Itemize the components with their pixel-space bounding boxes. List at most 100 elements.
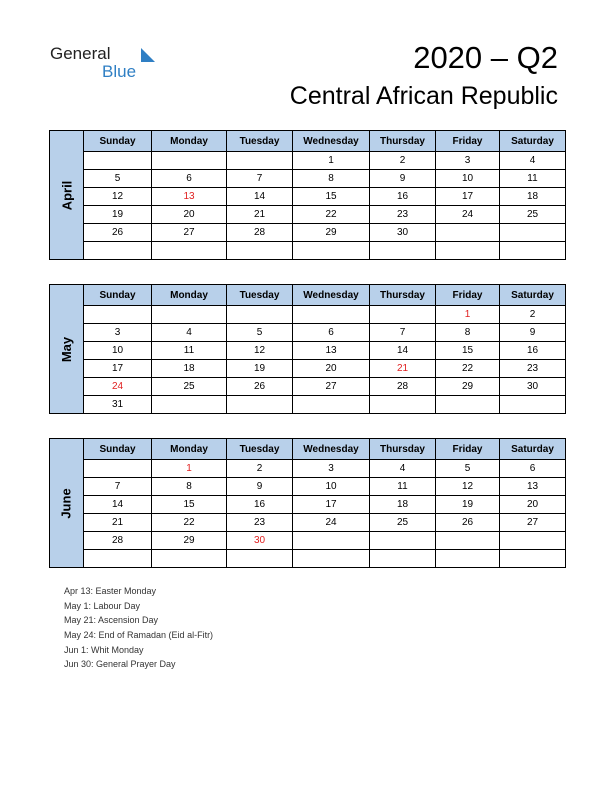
day-cell — [226, 151, 293, 170]
weekday-header: Thursday — [369, 130, 436, 152]
day-cell: 19 — [435, 495, 500, 514]
day-cell — [369, 395, 436, 414]
month-label: May — [58, 336, 74, 362]
day-cell: 4 — [369, 459, 436, 478]
day-cell — [499, 223, 566, 242]
day-cell: 9 — [226, 477, 293, 496]
week-row: 24 25 26 27 28 29 30 — [50, 377, 566, 396]
day-cell: 3 — [435, 151, 500, 170]
day-cell: 12 — [435, 477, 500, 496]
logo: General Blue — [50, 44, 155, 84]
weekday-header: Thursday — [369, 284, 436, 306]
day-cell: 2 — [499, 305, 566, 324]
day-cell: 29 — [292, 223, 370, 242]
weekday-header: Monday — [151, 438, 227, 460]
day-cell — [151, 151, 227, 170]
weekday-header: Friday — [435, 438, 500, 460]
day-cell — [435, 395, 500, 414]
day-cell — [151, 305, 227, 324]
weekday-header: Friday — [435, 130, 500, 152]
day-cell — [83, 549, 152, 568]
weekday-header: Wednesday — [292, 130, 370, 152]
day-cell: 22 — [292, 205, 370, 224]
day-cell: 3 — [292, 459, 370, 478]
week-row: 26 27 28 29 30 — [50, 223, 566, 242]
logo-blue-text: Blue — [102, 62, 137, 81]
day-cell — [369, 305, 436, 324]
holiday-note: Jun 30: General Prayer Day — [64, 659, 176, 670]
day-cell — [226, 241, 293, 260]
weekday-header: Sunday — [83, 284, 152, 306]
day-cell: 6 — [151, 169, 227, 188]
weekday-header: Wednesday — [292, 284, 370, 306]
day-cell — [292, 305, 370, 324]
day-cell — [292, 241, 370, 260]
day-cell: 5 — [83, 169, 152, 188]
day-cell: 18 — [499, 187, 566, 206]
day-cell: 15 — [435, 341, 500, 360]
day-cell: 4 — [151, 323, 227, 342]
day-cell — [151, 241, 227, 260]
day-cell — [435, 549, 500, 568]
week-row: 31 — [50, 395, 566, 414]
day-cell: 19 — [83, 205, 152, 224]
day-cell: 12 — [226, 341, 293, 360]
day-cell: 28 — [226, 223, 293, 242]
day-cell — [83, 459, 152, 478]
day-cell: 29 — [435, 377, 500, 396]
day-cell: 11 — [151, 341, 227, 360]
weekday-header: Wednesday — [292, 438, 370, 460]
day-cell: 17 — [435, 187, 500, 206]
day-cell — [499, 395, 566, 414]
week-row: 21 22 23 24 25 26 27 — [50, 513, 566, 532]
day-cell: 10 — [292, 477, 370, 496]
day-cell — [499, 549, 566, 568]
day-cell: 5 — [226, 323, 293, 342]
week-row: 28 29 30 — [50, 531, 566, 550]
day-cell: 30 — [369, 223, 436, 242]
day-cell: 20 — [151, 205, 227, 224]
day-cell: 23 — [369, 205, 436, 224]
month-table-june: June Sunday Monday Tuesday Wednesday Thursday… — [49, 438, 566, 568]
month-table-april: April Sunday Monday Tuesday Wednesday Thursda… — [49, 130, 566, 260]
weekday-header: Tuesday — [226, 284, 293, 306]
day-cell: 23 — [499, 359, 566, 378]
day-cell: 20 — [292, 359, 370, 378]
day-cell: 5 — [435, 459, 500, 478]
holiday-note: May 21: Ascension Day — [64, 615, 159, 626]
holiday-note: May 1: Labour Day — [64, 600, 141, 611]
day-cell: 8 — [435, 323, 500, 342]
weekday-header: Monday — [151, 284, 227, 306]
weekday-header: Sunday — [83, 130, 152, 152]
day-cell: 13 — [499, 477, 566, 496]
day-cell: 6 — [499, 459, 566, 478]
day-cell: 15 — [151, 495, 227, 514]
day-cell: 26 — [83, 223, 152, 242]
day-cell: 16 — [369, 187, 436, 206]
weekday-header: Thursday — [369, 438, 436, 460]
week-row: 17 18 19 20 21 22 23 — [50, 359, 566, 378]
day-cell: 24 — [435, 205, 500, 224]
day-cell: 27 — [499, 513, 566, 532]
week-row: 5 6 7 8 9 10 11 — [50, 169, 566, 188]
day-cell: 9 — [499, 323, 566, 342]
weekday-header: Sunday — [83, 438, 152, 460]
day-cell: 31 — [83, 395, 152, 414]
week-row: 19 20 21 22 23 24 25 — [50, 205, 566, 224]
weekday-header: Tuesday — [226, 438, 293, 460]
day-cell: 1 — [292, 151, 370, 170]
day-cell: 25 — [499, 205, 566, 224]
day-cell: 14 — [369, 341, 436, 360]
day-cell: 30 — [226, 531, 293, 550]
week-row: 7 8 9 10 11 12 13 — [50, 477, 566, 496]
month-label-cell: April — [49, 130, 84, 260]
day-cell: 26 — [435, 513, 500, 532]
day-cell — [435, 531, 500, 550]
day-cell: 21 — [369, 359, 436, 378]
day-cell: 17 — [83, 359, 152, 378]
month-table-may: May Sunday Monday Tuesday Wednesday Thursday F… — [49, 284, 566, 414]
day-cell: 26 — [226, 377, 293, 396]
